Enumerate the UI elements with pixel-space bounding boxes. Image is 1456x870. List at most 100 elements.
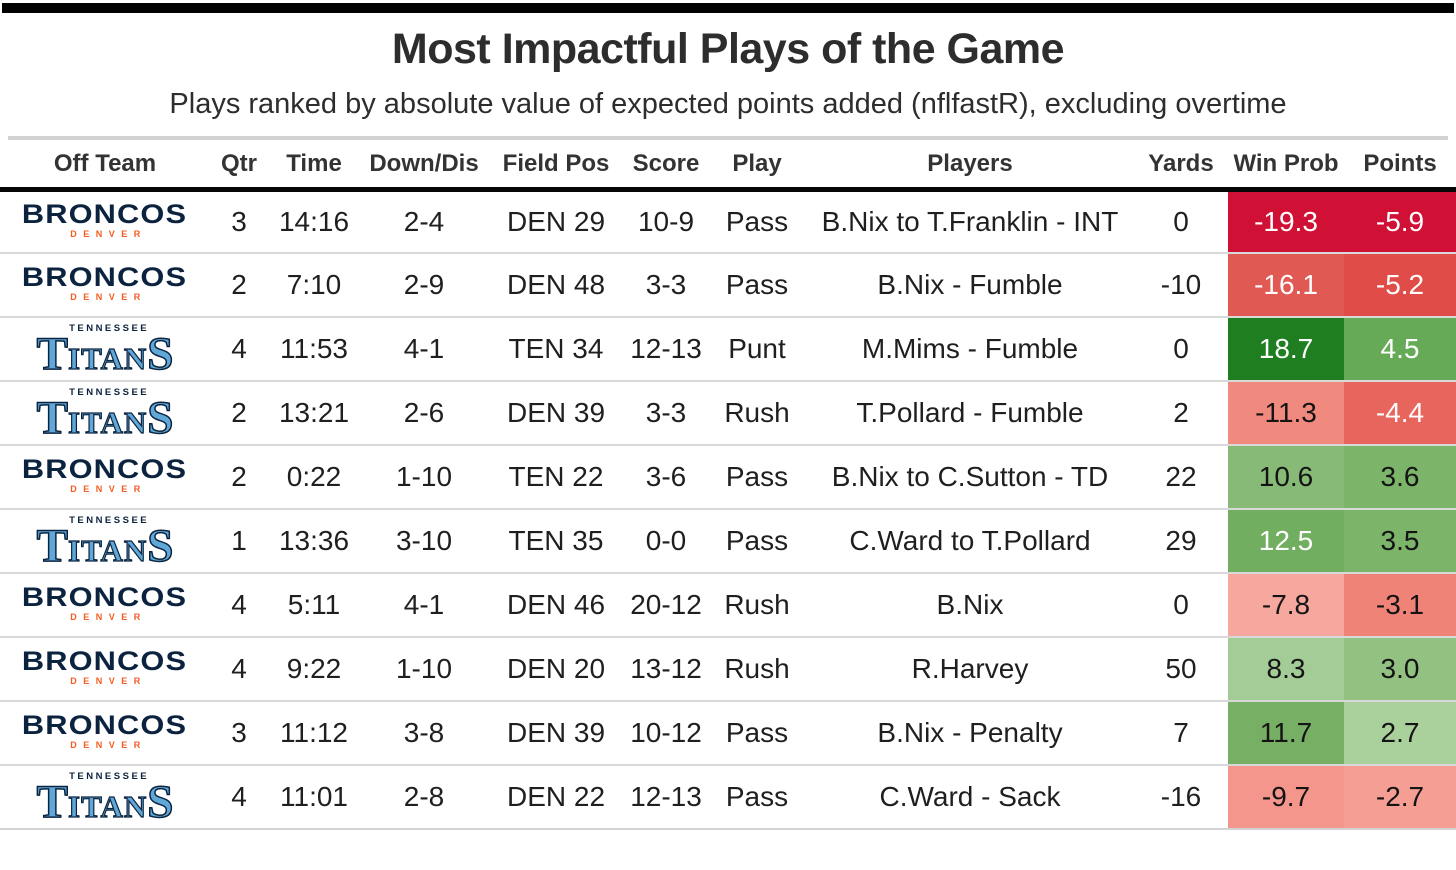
- field-pos-cell: TEN 35: [488, 508, 624, 574]
- score-cell: 12-13: [624, 764, 708, 831]
- down-dis-cell: 1-10: [360, 444, 488, 510]
- time-cell: 13:36: [268, 508, 360, 574]
- win-prob-cell: 8.3: [1228, 636, 1344, 702]
- titans-logo: TENNESSEE TITANS: [36, 321, 174, 378]
- col-header-points: Points: [1344, 140, 1456, 192]
- score-cell: 20-12: [624, 572, 708, 638]
- field-pos-cell: DEN 48: [488, 252, 624, 318]
- qtr-cell: 4: [210, 764, 268, 831]
- broncos-wordmark: BRONCOS: [22, 198, 188, 229]
- titans-logo: TENNESSEE TITANS: [36, 769, 174, 828]
- down-dis-cell: 2-9: [360, 252, 488, 318]
- win-prob-cell: -16.1: [1228, 252, 1344, 318]
- most-impactful-plays-graphic: Most Impactful Plays of the Game Plays r…: [0, 3, 1456, 831]
- top-black-bar: [2, 3, 1454, 13]
- broncos-city-label: DENVER: [70, 228, 147, 239]
- win-prob-cell: 12.5: [1228, 508, 1344, 574]
- play-cell: Pass: [725, 206, 789, 238]
- points-cell: 3.6: [1344, 444, 1456, 510]
- field-pos-cell: DEN 39: [488, 380, 624, 446]
- table-header-row: Off Team Qtr Time Down/Dis Field Pos Sco…: [0, 140, 1456, 192]
- titans-middle-letters: ITAN: [67, 404, 148, 440]
- yards-cell: 0: [1173, 206, 1189, 238]
- yards-cell: 2: [1134, 380, 1228, 446]
- broncos-logo: BRONCOS DENVER: [22, 711, 186, 750]
- field-pos-cell: DEN 22: [488, 764, 624, 831]
- page-subtitle: Plays ranked by absolute value of expect…: [169, 88, 1287, 121]
- win-prob-cell: 11.7: [1228, 700, 1344, 766]
- down-dis-cell: 3-10: [360, 508, 488, 574]
- score-cell: 0-0: [624, 508, 708, 574]
- broncos-wordmark: BRONCOS: [22, 709, 188, 740]
- titans-first-letter: T: [36, 391, 69, 444]
- points-cell: 3.0: [1344, 636, 1456, 702]
- score-cell: 3-3: [624, 252, 708, 318]
- down-dis-cell: 2-4: [403, 206, 445, 238]
- points-cell: -5.9: [1344, 189, 1456, 254]
- play-cell: Rush: [708, 636, 806, 702]
- col-header-qtr: Qtr: [210, 140, 268, 192]
- titans-first-letter: T: [36, 519, 69, 572]
- score-cell: 3-6: [624, 444, 708, 510]
- broncos-wordmark: BRONCOS: [22, 645, 188, 676]
- win-prob-cell: -7.8: [1228, 572, 1344, 638]
- col-header-play: Play: [708, 140, 806, 192]
- broncos-wordmark: BRONCOS: [22, 581, 188, 612]
- col-header-players: Players: [806, 140, 1134, 192]
- titans-logo: TENNESSEE TITANS: [36, 385, 174, 444]
- win-prob-cell: 10.6: [1228, 444, 1344, 510]
- field-pos-cell: TEN 22: [488, 444, 624, 510]
- field-pos-cell: DEN 39: [488, 700, 624, 766]
- yards-cell: 29: [1134, 508, 1228, 574]
- time-cell: 11:12: [268, 700, 360, 766]
- titans-last-letter: S: [146, 775, 174, 828]
- win-prob-cell: -9.7: [1228, 764, 1344, 831]
- points-cell: 4.5: [1344, 316, 1456, 382]
- players-cell: R.Harvey: [806, 636, 1134, 702]
- time-cell: 11:01: [268, 764, 360, 831]
- points-cell: -5.2: [1344, 252, 1456, 318]
- field-pos-cell: DEN 29: [506, 206, 606, 238]
- yards-cell: 0: [1134, 316, 1228, 382]
- titans-city-label: TENNESSEE: [69, 514, 150, 526]
- down-dis-cell: 1-10: [360, 636, 488, 702]
- play-cell: Pass: [708, 764, 806, 831]
- players-cell: B.Nix - Fumble: [806, 252, 1134, 318]
- titans-middle-letters: ITAN: [67, 788, 148, 824]
- qtr-cell: 1: [210, 508, 268, 574]
- time-cell: 11:53: [268, 316, 360, 382]
- play-cell: Punt: [708, 316, 806, 382]
- players-cell: B.Nix - Penalty: [806, 700, 1134, 766]
- qtr-cell: 3: [210, 700, 268, 766]
- titans-last-letter: S: [146, 391, 174, 444]
- players-cell: B.Nix: [806, 572, 1134, 638]
- time-cell: 0:22: [268, 444, 360, 510]
- broncos-wordmark: BRONCOS: [22, 261, 188, 292]
- yards-cell: -16: [1134, 764, 1228, 831]
- down-dis-cell: 2-6: [360, 380, 488, 446]
- qtr-cell: 2: [210, 444, 268, 510]
- col-header-yards: Yards: [1134, 140, 1228, 192]
- time-cell: 14:16: [278, 206, 350, 238]
- qtr-cell: 2: [210, 380, 268, 446]
- points-cell: 3.5: [1344, 508, 1456, 574]
- titans-middle-letters: ITAN: [67, 532, 148, 568]
- yards-cell: 7: [1134, 700, 1228, 766]
- score-cell: 13-12: [624, 636, 708, 702]
- broncos-logo: BRONCOS DENVER: [22, 583, 186, 622]
- win-prob-cell: -11.3: [1228, 380, 1344, 446]
